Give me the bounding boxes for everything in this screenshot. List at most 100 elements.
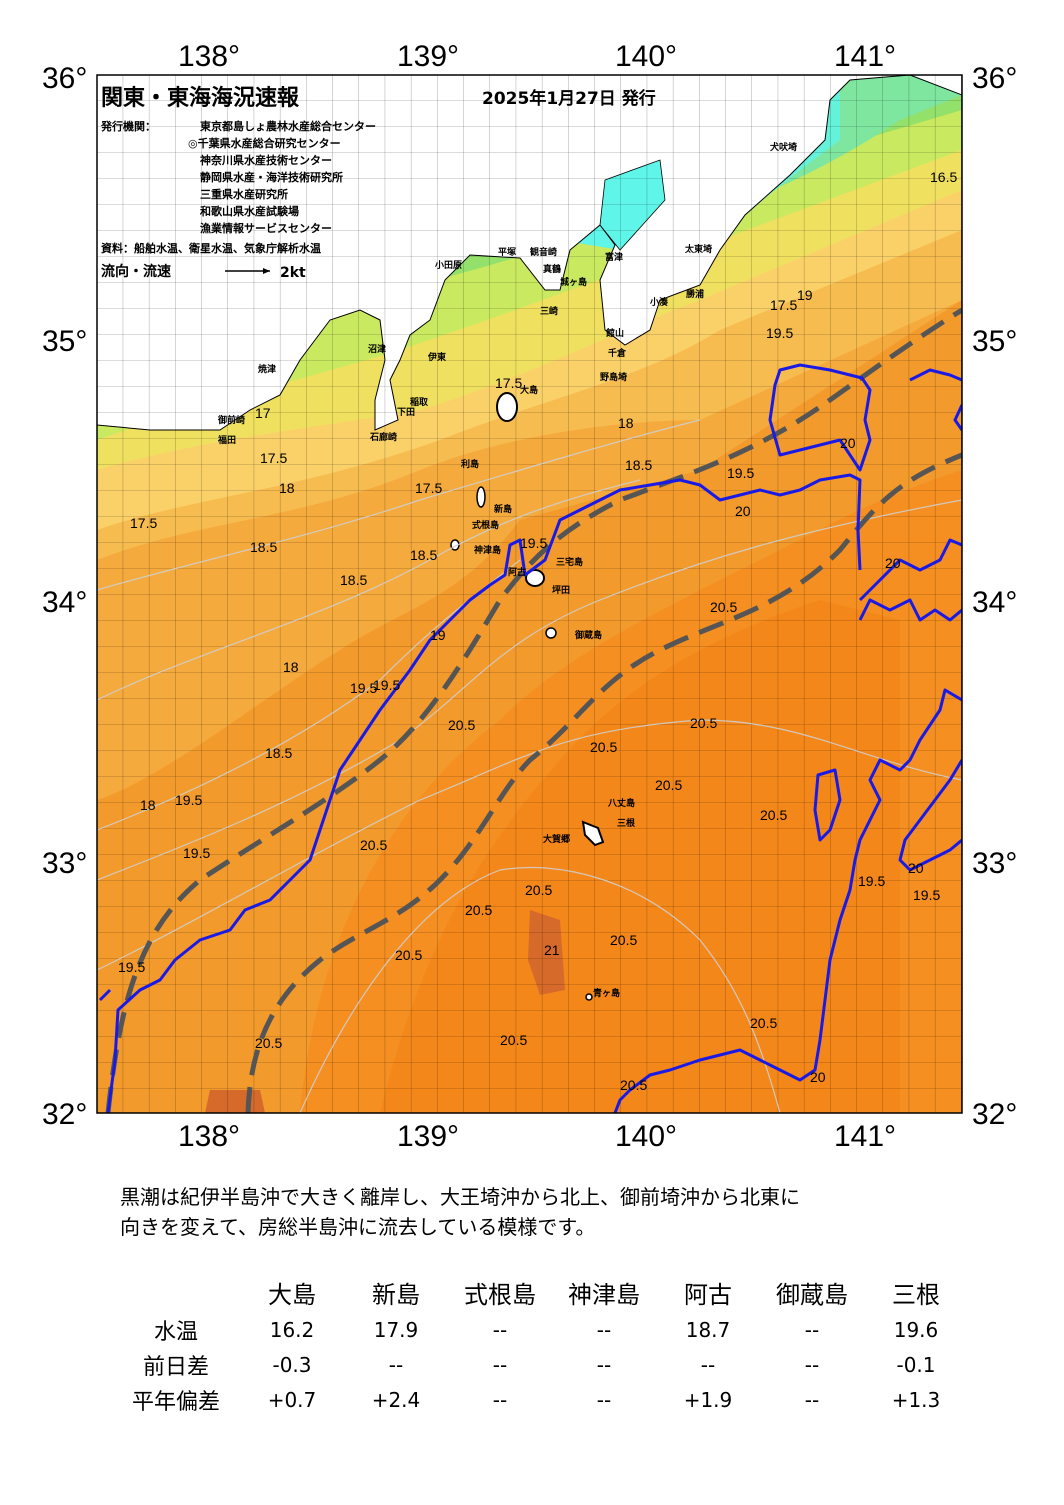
place-label: 太東埼 bbox=[684, 243, 712, 255]
map-frame bbox=[96, 74, 963, 1114]
isotherm-label: 19.5 bbox=[118, 959, 145, 975]
isotherm-label: 19.5 bbox=[727, 465, 754, 481]
isotherm-label: 20.5 bbox=[610, 932, 637, 948]
table-cell: -- bbox=[492, 1317, 508, 1342]
niijima-island bbox=[476, 486, 486, 508]
isotherm-label: 20.5 bbox=[360, 837, 387, 853]
place-label: 三根 bbox=[617, 817, 636, 829]
issuer-name: 三重県水産研究所 bbox=[200, 187, 288, 201]
place-label: 三崎 bbox=[540, 305, 558, 317]
lat-label-left: 34° bbox=[42, 586, 87, 619]
row-label: 水温 bbox=[153, 1319, 198, 1345]
issuer-name: 東京都島しょ農林水産総合センター bbox=[200, 119, 376, 133]
place-label: 大賀郷 bbox=[543, 833, 570, 845]
place-label: 利島 bbox=[460, 458, 479, 470]
lon-label-bottom: 138° bbox=[178, 1120, 240, 1153]
table-cell: 19.6 bbox=[893, 1317, 939, 1342]
table-cell: -- bbox=[492, 1352, 508, 1377]
sst-fill: 16.5 17 17.5 17.5 17.5 17.5 17.5 18 18 1… bbox=[97, 75, 962, 1113]
isotherm-label: 19.5 bbox=[766, 325, 793, 341]
flow-scale: 2kt bbox=[280, 265, 306, 281]
hachijojima-island bbox=[581, 820, 605, 847]
table-cell: -- bbox=[596, 1352, 612, 1377]
isotherm-label: 19.5 bbox=[858, 873, 885, 889]
isotherm-label: 20.5 bbox=[620, 1077, 647, 1093]
table-cell: -0.1 bbox=[896, 1352, 936, 1377]
table-cell: -- bbox=[388, 1352, 404, 1377]
column-header: 新島 bbox=[372, 1280, 420, 1309]
place-label: 新島 bbox=[494, 503, 512, 515]
table-header-row: 大島 新島 式根島 神津島 阿古 御蔵島 三根 bbox=[112, 1272, 968, 1312]
lat-label-left: 36° bbox=[42, 62, 87, 95]
oshima-island bbox=[496, 392, 518, 422]
issuer-label: 発行機関： bbox=[100, 119, 156, 133]
isotherm-label: 17 bbox=[255, 405, 271, 421]
isotherm-label: 20.5 bbox=[760, 807, 787, 823]
kuroshio-description: 黒潮は紀伊半島沖で大きく離岸し、大王埼沖から北上、御前埼沖から北東に 向きを変え… bbox=[120, 1182, 980, 1242]
isotherm-label: 18 bbox=[140, 797, 156, 813]
isotherm-label: 20.5 bbox=[465, 902, 492, 918]
place-label: 三宅島 bbox=[556, 556, 583, 568]
table-cell: +2.4 bbox=[371, 1387, 421, 1412]
arrow-head-icon bbox=[263, 268, 270, 274]
place-label: 館山 bbox=[605, 327, 624, 339]
issuer-name: 静岡県水産・海洋技術研究所 bbox=[200, 170, 343, 184]
lon-label-top: 139° bbox=[397, 40, 459, 73]
column-header: 神津島 bbox=[568, 1280, 640, 1309]
row-label: 前日差 bbox=[142, 1354, 209, 1380]
place-label: 青ヶ島 bbox=[593, 987, 620, 999]
isotherm-label: 17.5 bbox=[130, 515, 157, 531]
isotherm-label: 20.5 bbox=[750, 1015, 777, 1031]
column-header: 大島 bbox=[268, 1280, 316, 1309]
isotherm-label: 20.5 bbox=[690, 715, 717, 731]
place-label: 福田 bbox=[217, 434, 236, 446]
row-label: 平年偏差 bbox=[131, 1389, 220, 1415]
column-header: 御蔵島 bbox=[776, 1280, 848, 1309]
isotherm-lines bbox=[97, 419, 962, 1113]
isotherm-labels: 16.5 17 17.5 17.5 17.5 17.5 17.5 18 18 1… bbox=[118, 169, 957, 1093]
table-cell: -- bbox=[596, 1387, 612, 1412]
lon-label-bottom: 139° bbox=[397, 1120, 459, 1153]
isotherm-label: 17.5 bbox=[415, 480, 442, 496]
table-cell: -- bbox=[700, 1352, 716, 1377]
place-label: 千倉 bbox=[608, 347, 627, 359]
isotherm-label: 17.5 bbox=[260, 450, 287, 466]
data-source: 資料：船舶水温、衛星水温、気象庁解析水温 bbox=[101, 241, 321, 255]
place-label: 下田 bbox=[397, 407, 415, 418]
map-header: 関東・東海海況速報 2025年1月27日 発行 発行機関： 東京都島しょ農林水産… bbox=[100, 85, 656, 281]
table-row: 前日差 -0.3 -- -- -- -- -- -0.1 bbox=[112, 1347, 968, 1382]
issuer-name: 和歌山県水産試験場 bbox=[200, 204, 299, 218]
isotherm-label: 20 bbox=[840, 435, 856, 451]
place-label: 八丈島 bbox=[607, 797, 635, 809]
place-label: 小湊 bbox=[649, 296, 669, 308]
place-label: 御前崎 bbox=[217, 414, 245, 426]
place-labels: 犬吠埼 太東埼 勝浦 小湊 館山 千倉 野島埼 富津 三崎 城ヶ島 観音崎 平塚… bbox=[217, 141, 797, 999]
table-cell: -- bbox=[492, 1387, 508, 1412]
lat-label-right: 32° bbox=[972, 1098, 1017, 1131]
lon-label-bottom: 140° bbox=[615, 1120, 677, 1153]
flow-legend-label: 流向・流速 bbox=[101, 263, 171, 280]
isotherm-label: 19 bbox=[797, 287, 813, 303]
isotherm-label: 19.5 bbox=[350, 680, 377, 696]
isotherm-label: 19.5 bbox=[373, 677, 400, 693]
place-label: 稲取 bbox=[410, 396, 429, 408]
place-label: 伊東 bbox=[427, 351, 446, 363]
table-cell: -0.3 bbox=[272, 1352, 312, 1377]
isotherm-label: 20.5 bbox=[500, 1032, 527, 1048]
place-label: 石廊崎 bbox=[369, 431, 397, 443]
isotherm-label: 20.5 bbox=[655, 777, 682, 793]
isotherm-label: 17.5 bbox=[495, 375, 522, 391]
map-title: 関東・東海海況速報 bbox=[101, 85, 300, 111]
isotherm-label: 18 bbox=[279, 480, 295, 496]
place-label: 小田原 bbox=[434, 259, 462, 271]
lat-label-left: 32° bbox=[42, 1098, 87, 1131]
isotherm-label: 19 bbox=[430, 627, 446, 643]
column-header: 三根 bbox=[892, 1280, 940, 1309]
isotherm-label: 21 bbox=[544, 942, 560, 958]
table-cell: -- bbox=[596, 1317, 612, 1342]
lat-label-right: 36° bbox=[972, 62, 1017, 95]
issuer-name: 神奈川県水産技術センター bbox=[200, 153, 332, 167]
table-cell: 17.9 bbox=[373, 1317, 419, 1342]
aogashima-island bbox=[585, 993, 593, 1001]
place-label: 阿古 bbox=[508, 566, 526, 578]
